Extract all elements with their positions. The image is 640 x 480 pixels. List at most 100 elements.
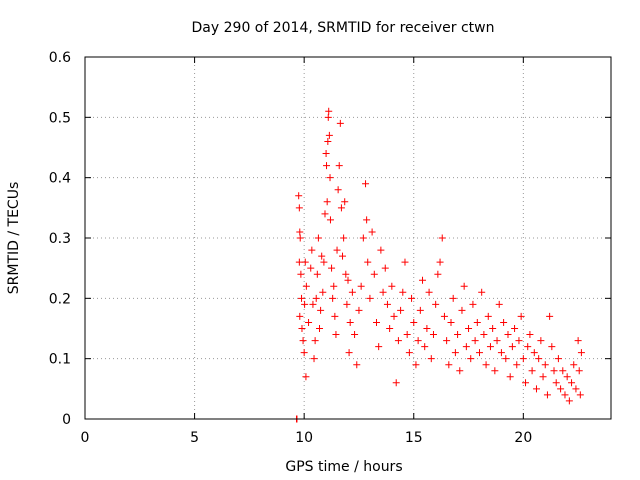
data-point xyxy=(375,343,383,351)
data-point xyxy=(577,349,585,357)
data-point xyxy=(326,174,334,182)
data-point xyxy=(310,355,318,363)
x-axis-label: GPS time / hours xyxy=(285,459,402,475)
data-point xyxy=(342,270,350,278)
data-point xyxy=(526,331,534,339)
data-point xyxy=(436,258,444,266)
data-point xyxy=(330,282,338,290)
data-point xyxy=(568,379,576,387)
data-point xyxy=(563,373,571,381)
data-point xyxy=(334,186,342,194)
data-point xyxy=(423,325,431,332)
data-point xyxy=(296,312,304,320)
data-point xyxy=(379,288,387,296)
data-point xyxy=(434,270,442,278)
data-point xyxy=(324,137,332,145)
x-tick-label: 15 xyxy=(405,430,423,446)
data-point xyxy=(528,367,536,375)
data-point xyxy=(341,198,349,206)
data-point xyxy=(513,361,521,369)
data-point xyxy=(351,331,359,339)
data-point xyxy=(298,294,306,302)
data-point xyxy=(530,349,538,357)
grid-lines xyxy=(85,57,611,419)
data-point xyxy=(482,361,490,369)
data-point xyxy=(508,343,516,351)
data-point xyxy=(328,264,336,272)
data-point xyxy=(519,355,527,363)
data-point xyxy=(515,337,523,345)
data-point xyxy=(364,258,372,266)
data-point xyxy=(332,331,340,339)
data-point xyxy=(401,258,409,266)
data-point xyxy=(557,385,565,393)
data-point xyxy=(462,343,470,351)
data-point xyxy=(340,234,348,242)
data-point xyxy=(451,349,459,357)
y-tick-label: 0.5 xyxy=(49,110,71,126)
data-point xyxy=(416,306,424,314)
data-point xyxy=(572,385,580,393)
y-tick-label: 0.6 xyxy=(49,50,71,66)
data-point xyxy=(480,331,488,339)
data-point xyxy=(314,234,322,242)
data-point xyxy=(491,367,499,375)
data-point xyxy=(353,361,361,369)
data-point xyxy=(323,198,331,206)
data-point xyxy=(295,204,303,212)
data-point xyxy=(317,306,325,314)
y-axis-label: SRMTID / TECUs xyxy=(6,182,22,295)
data-point xyxy=(331,312,339,320)
data-point xyxy=(325,107,333,115)
data-point xyxy=(296,228,304,236)
data-point xyxy=(381,264,389,272)
data-point xyxy=(506,373,514,381)
data-point xyxy=(447,318,455,326)
data-point xyxy=(484,312,492,320)
data-point xyxy=(311,337,319,345)
data-point xyxy=(427,355,435,363)
data-point xyxy=(388,282,396,290)
data-point xyxy=(565,397,573,405)
data-point xyxy=(425,288,433,296)
data-point xyxy=(522,379,530,387)
data-point xyxy=(335,162,343,170)
data-point xyxy=(325,131,333,139)
data-point xyxy=(421,343,429,351)
data-point xyxy=(326,216,334,224)
data-point xyxy=(552,379,560,387)
y-tick-label: 0.2 xyxy=(49,291,71,307)
data-point xyxy=(344,276,352,284)
data-point xyxy=(359,234,367,242)
data-point xyxy=(357,282,365,290)
y-tick-label: 0.1 xyxy=(49,352,71,368)
data-point xyxy=(305,318,313,326)
data-point xyxy=(429,331,437,339)
x-tick-label: 20 xyxy=(514,430,532,446)
data-point xyxy=(302,282,310,290)
data-point xyxy=(372,318,380,326)
data-point xyxy=(535,355,543,363)
data-point xyxy=(346,318,354,326)
data-point xyxy=(383,300,391,308)
data-point xyxy=(517,312,525,320)
data-point xyxy=(576,391,584,399)
data-point xyxy=(497,349,505,357)
data-point xyxy=(343,300,351,308)
data-point xyxy=(329,294,337,302)
data-point xyxy=(318,252,326,260)
data-point xyxy=(495,300,503,308)
data-point xyxy=(471,337,479,345)
data-point xyxy=(454,331,462,339)
data-point xyxy=(299,337,307,345)
data-point xyxy=(546,312,554,320)
data-point xyxy=(405,349,413,357)
y-tick-label: 0.4 xyxy=(49,171,71,187)
tick-labels: 0 5 10 15 20 0 0.1 0.2 0.3 0.4 0.5 0.6 xyxy=(49,50,533,446)
data-point xyxy=(394,337,402,345)
data-point xyxy=(345,349,353,357)
data-point xyxy=(336,119,344,127)
data-point xyxy=(399,288,407,296)
data-point xyxy=(537,337,545,345)
